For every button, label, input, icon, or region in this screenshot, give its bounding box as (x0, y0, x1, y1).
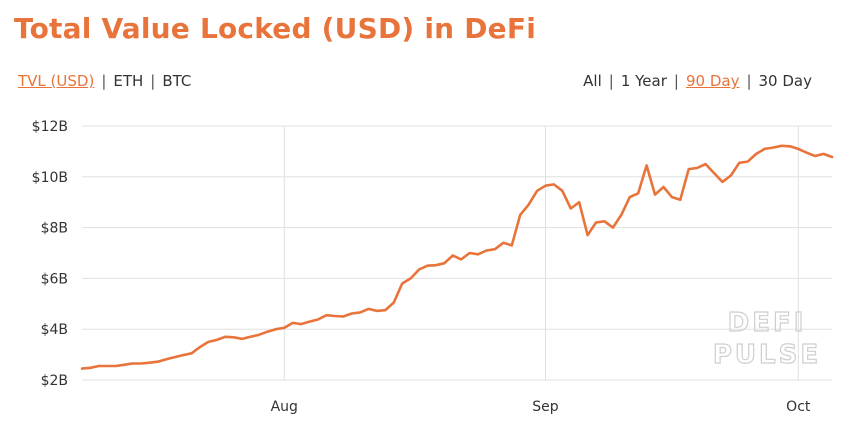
toggle-separator: | (608, 72, 614, 90)
chart-title: Total Value Locked (USD) in DeFi (14, 12, 536, 45)
currency-toggle-tvl-usd[interactable]: TVL (USD) (18, 72, 95, 90)
series-layer (80, 144, 834, 370)
toggle-separator: | (150, 72, 156, 90)
grid-layer (82, 125, 832, 381)
tick-layer: $2B $4B $6B $8B $10B $12B Aug Sep Oct (32, 119, 811, 415)
y-tick-label: $12B (32, 119, 68, 135)
x-tick-label: Sep (532, 399, 559, 415)
toggle-separator: | (101, 72, 107, 90)
watermark-line2: PULSE (713, 340, 821, 370)
currency-toggle-btc[interactable]: BTC (162, 72, 192, 90)
toggle-separator: | (746, 72, 752, 90)
range-toggle-all[interactable]: All (583, 72, 602, 90)
watermark-line1: DEFI (728, 308, 807, 338)
currency-toggle-eth[interactable]: ETH (113, 72, 144, 90)
y-tick-label: $2B (41, 373, 68, 389)
series-line (80, 144, 834, 370)
y-tick-label: $6B (41, 271, 68, 287)
currency-toggle-group: TVL (USD) | ETH | BTC (18, 72, 191, 90)
y-tick-label: $8B (41, 221, 68, 237)
y-tick-label: $10B (32, 170, 68, 186)
range-toggle-30-day[interactable]: 30 Day (758, 72, 812, 90)
x-tick-label: Oct (786, 399, 811, 415)
range-toggle-90-day[interactable]: 90 Day (685, 72, 740, 90)
range-toggle-group: All | 1 Year | 90 Day | 30 Day (583, 72, 812, 90)
y-tick-label: $4B (41, 322, 68, 338)
range-toggle-1-year[interactable]: 1 Year (620, 72, 667, 90)
toggle-separator: | (673, 72, 679, 90)
watermark-logo: DEFI PULSE (712, 307, 821, 370)
x-tick-label: Aug (271, 399, 298, 415)
